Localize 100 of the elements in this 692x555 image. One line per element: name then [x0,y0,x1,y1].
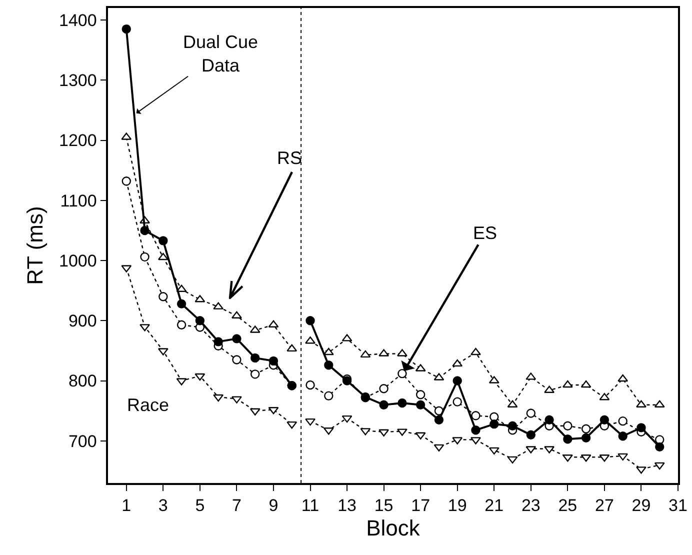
y-tick-label: 800 [68,372,97,391]
point [305,418,316,426]
point [214,337,223,346]
point [158,252,168,260]
point [176,320,186,330]
point [580,380,592,388]
point [324,360,334,370]
point [379,384,388,394]
point [232,355,242,364]
point [507,456,518,464]
point [452,376,462,386]
point [195,316,205,326]
point [544,415,554,424]
point [470,437,481,444]
x-tick-label: 31 [668,496,688,516]
y-tick-label: 1000 [59,251,97,270]
point [416,390,426,400]
x-tick-label: 17 [411,496,430,516]
point [618,374,628,382]
point [471,411,480,420]
point [490,419,499,429]
point [232,334,242,344]
point [488,447,500,455]
point [342,415,352,423]
point [122,176,131,186]
point [305,336,316,344]
x-tick-label: 5 [195,496,205,516]
point [122,24,131,34]
point [618,432,628,441]
point [140,226,150,236]
x-tick-label: 9 [268,496,278,516]
point [452,397,462,406]
point [636,423,646,432]
x-tick-label: 13 [338,496,356,516]
point [286,344,298,352]
point [618,453,628,461]
point [526,430,536,440]
x-tick-label: 1 [122,496,132,516]
annotation: Dual Cue Data [183,32,258,76]
x-axis-title: Block [366,516,421,541]
point [379,400,388,410]
point [526,408,536,418]
y-axis-title: RT (ms) [22,206,48,285]
point [416,400,426,410]
point [194,373,206,381]
x-tick-label: 23 [521,496,540,516]
point [268,356,278,366]
x-tick-label: 27 [594,496,614,516]
point [323,348,334,356]
point [618,416,628,426]
x-tick-label: 29 [632,496,651,516]
point [563,421,572,430]
point [176,299,186,308]
y-tick-label: 1200 [59,131,97,150]
annotation: Race [127,395,170,415]
y-tick-label: 1400 [59,10,97,30]
point [323,427,334,435]
point [306,380,315,390]
point [213,394,224,402]
x-tick-label: 15 [374,496,394,516]
point [250,370,260,379]
y-tick-label: 1300 [59,71,97,90]
point [306,316,315,326]
x-tick-label: 7 [232,496,242,516]
point [636,466,646,474]
point [158,292,168,302]
point [434,444,444,452]
point [563,434,572,444]
point [562,380,573,388]
point [398,398,407,408]
x-tick-label: 3 [158,496,168,516]
x-tick-label: 25 [558,496,578,516]
x-tick-label: 21 [484,496,504,516]
y-tick-label: 700 [68,432,97,451]
point [654,462,665,470]
point [360,350,371,358]
point [398,368,407,378]
point [544,386,555,394]
point [470,348,481,356]
point [636,400,646,408]
point [655,442,664,452]
point [581,433,591,443]
point [600,415,610,424]
point [581,424,591,434]
point [324,391,334,400]
y-tick-label: 1100 [60,191,97,210]
y-tick-label: 900 [68,312,97,331]
x-tick-label: 19 [448,496,467,516]
point [452,359,463,367]
point [508,421,518,430]
annotation: RS [277,148,302,168]
point [286,421,298,429]
point [471,425,480,435]
annotation: ES [473,223,498,243]
x-tick-label: 11 [301,496,320,516]
point [250,353,260,363]
point [140,324,150,332]
point [434,415,444,424]
point [140,252,150,262]
point [158,236,168,246]
